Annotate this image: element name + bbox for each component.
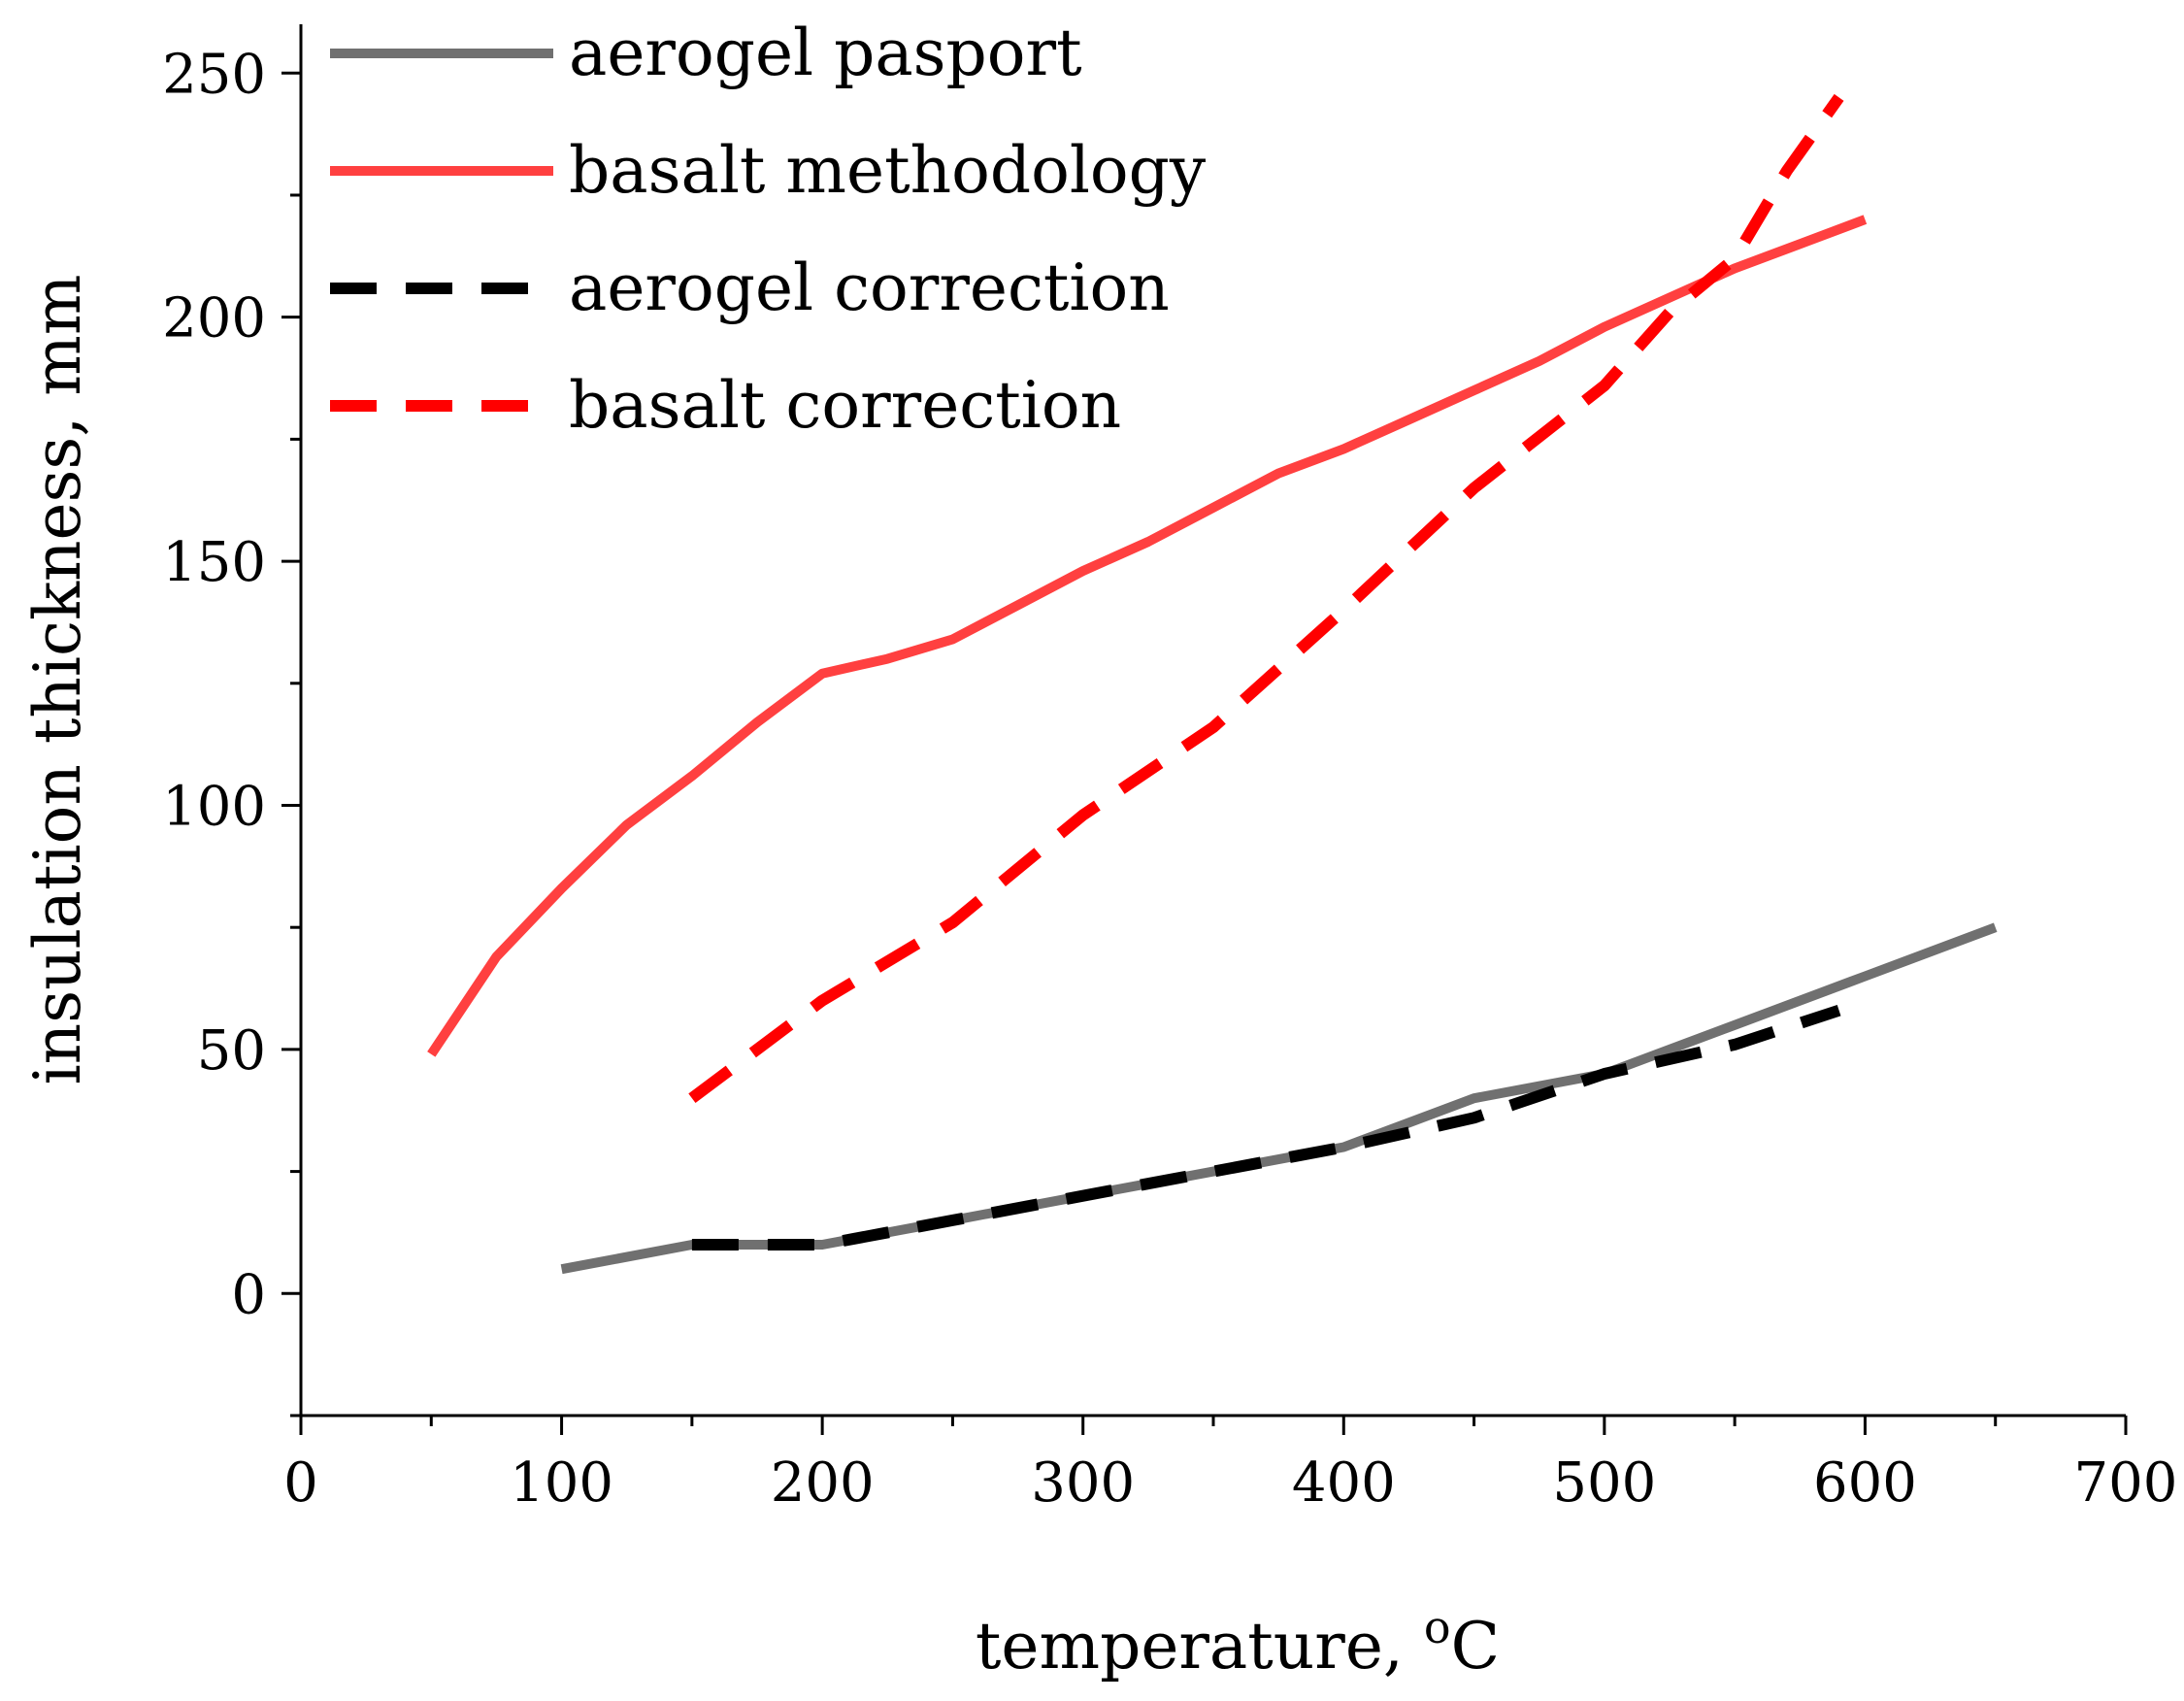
x-tick-label: 600 xyxy=(1813,1451,1917,1515)
x-tick-label: 0 xyxy=(283,1451,318,1515)
x-axis-title-text: temperature, xyxy=(976,1609,1424,1684)
axes: 0 100 200 300 400 500 600 700 0 50 100 150 200 250 xyxy=(162,24,2177,1515)
x-tick-label: 400 xyxy=(1292,1451,1396,1515)
series-line-basalt-correction xyxy=(688,93,1844,1104)
legend: aerogel pasport basalt methodology aerogel… xyxy=(330,16,1207,443)
series-line-aerogel-pasport xyxy=(560,922,1998,1275)
series-line-aerogel-correction xyxy=(691,1004,1841,1251)
y-tick-label: 200 xyxy=(162,287,266,350)
series-lines xyxy=(427,93,1998,1275)
x-axis-title: temperature, oC xyxy=(976,1601,1500,1684)
y-axis-title: insulation thickness, mm xyxy=(20,275,95,1085)
series-line-basalt-methodology xyxy=(427,215,1868,1057)
x-tick-label: 500 xyxy=(1552,1451,1656,1515)
x-axis-title-unit-sup: o xyxy=(1424,1601,1451,1653)
y-tick-label: 250 xyxy=(162,43,266,106)
legend-label-aerogel-pasport: aerogel pasport xyxy=(569,16,1082,90)
x-tick-label: 100 xyxy=(510,1451,613,1515)
legend-label-aerogel-correction: aerogel correction xyxy=(569,250,1170,325)
y-tick-label: 50 xyxy=(197,1019,266,1083)
y-tick-label: 100 xyxy=(162,775,266,838)
y-tick-label: 0 xyxy=(231,1263,266,1326)
legend-label-basalt-methodology: basalt methodology xyxy=(569,133,1207,208)
x-tick-label: 300 xyxy=(1031,1451,1135,1515)
x-tick-label: 200 xyxy=(771,1451,875,1515)
legend-label-basalt-correction: basalt correction xyxy=(569,368,1121,443)
y-tick-label: 150 xyxy=(162,531,266,594)
x-tick-label: 700 xyxy=(2074,1451,2178,1515)
x-axis-title-unit: C xyxy=(1451,1609,1501,1684)
